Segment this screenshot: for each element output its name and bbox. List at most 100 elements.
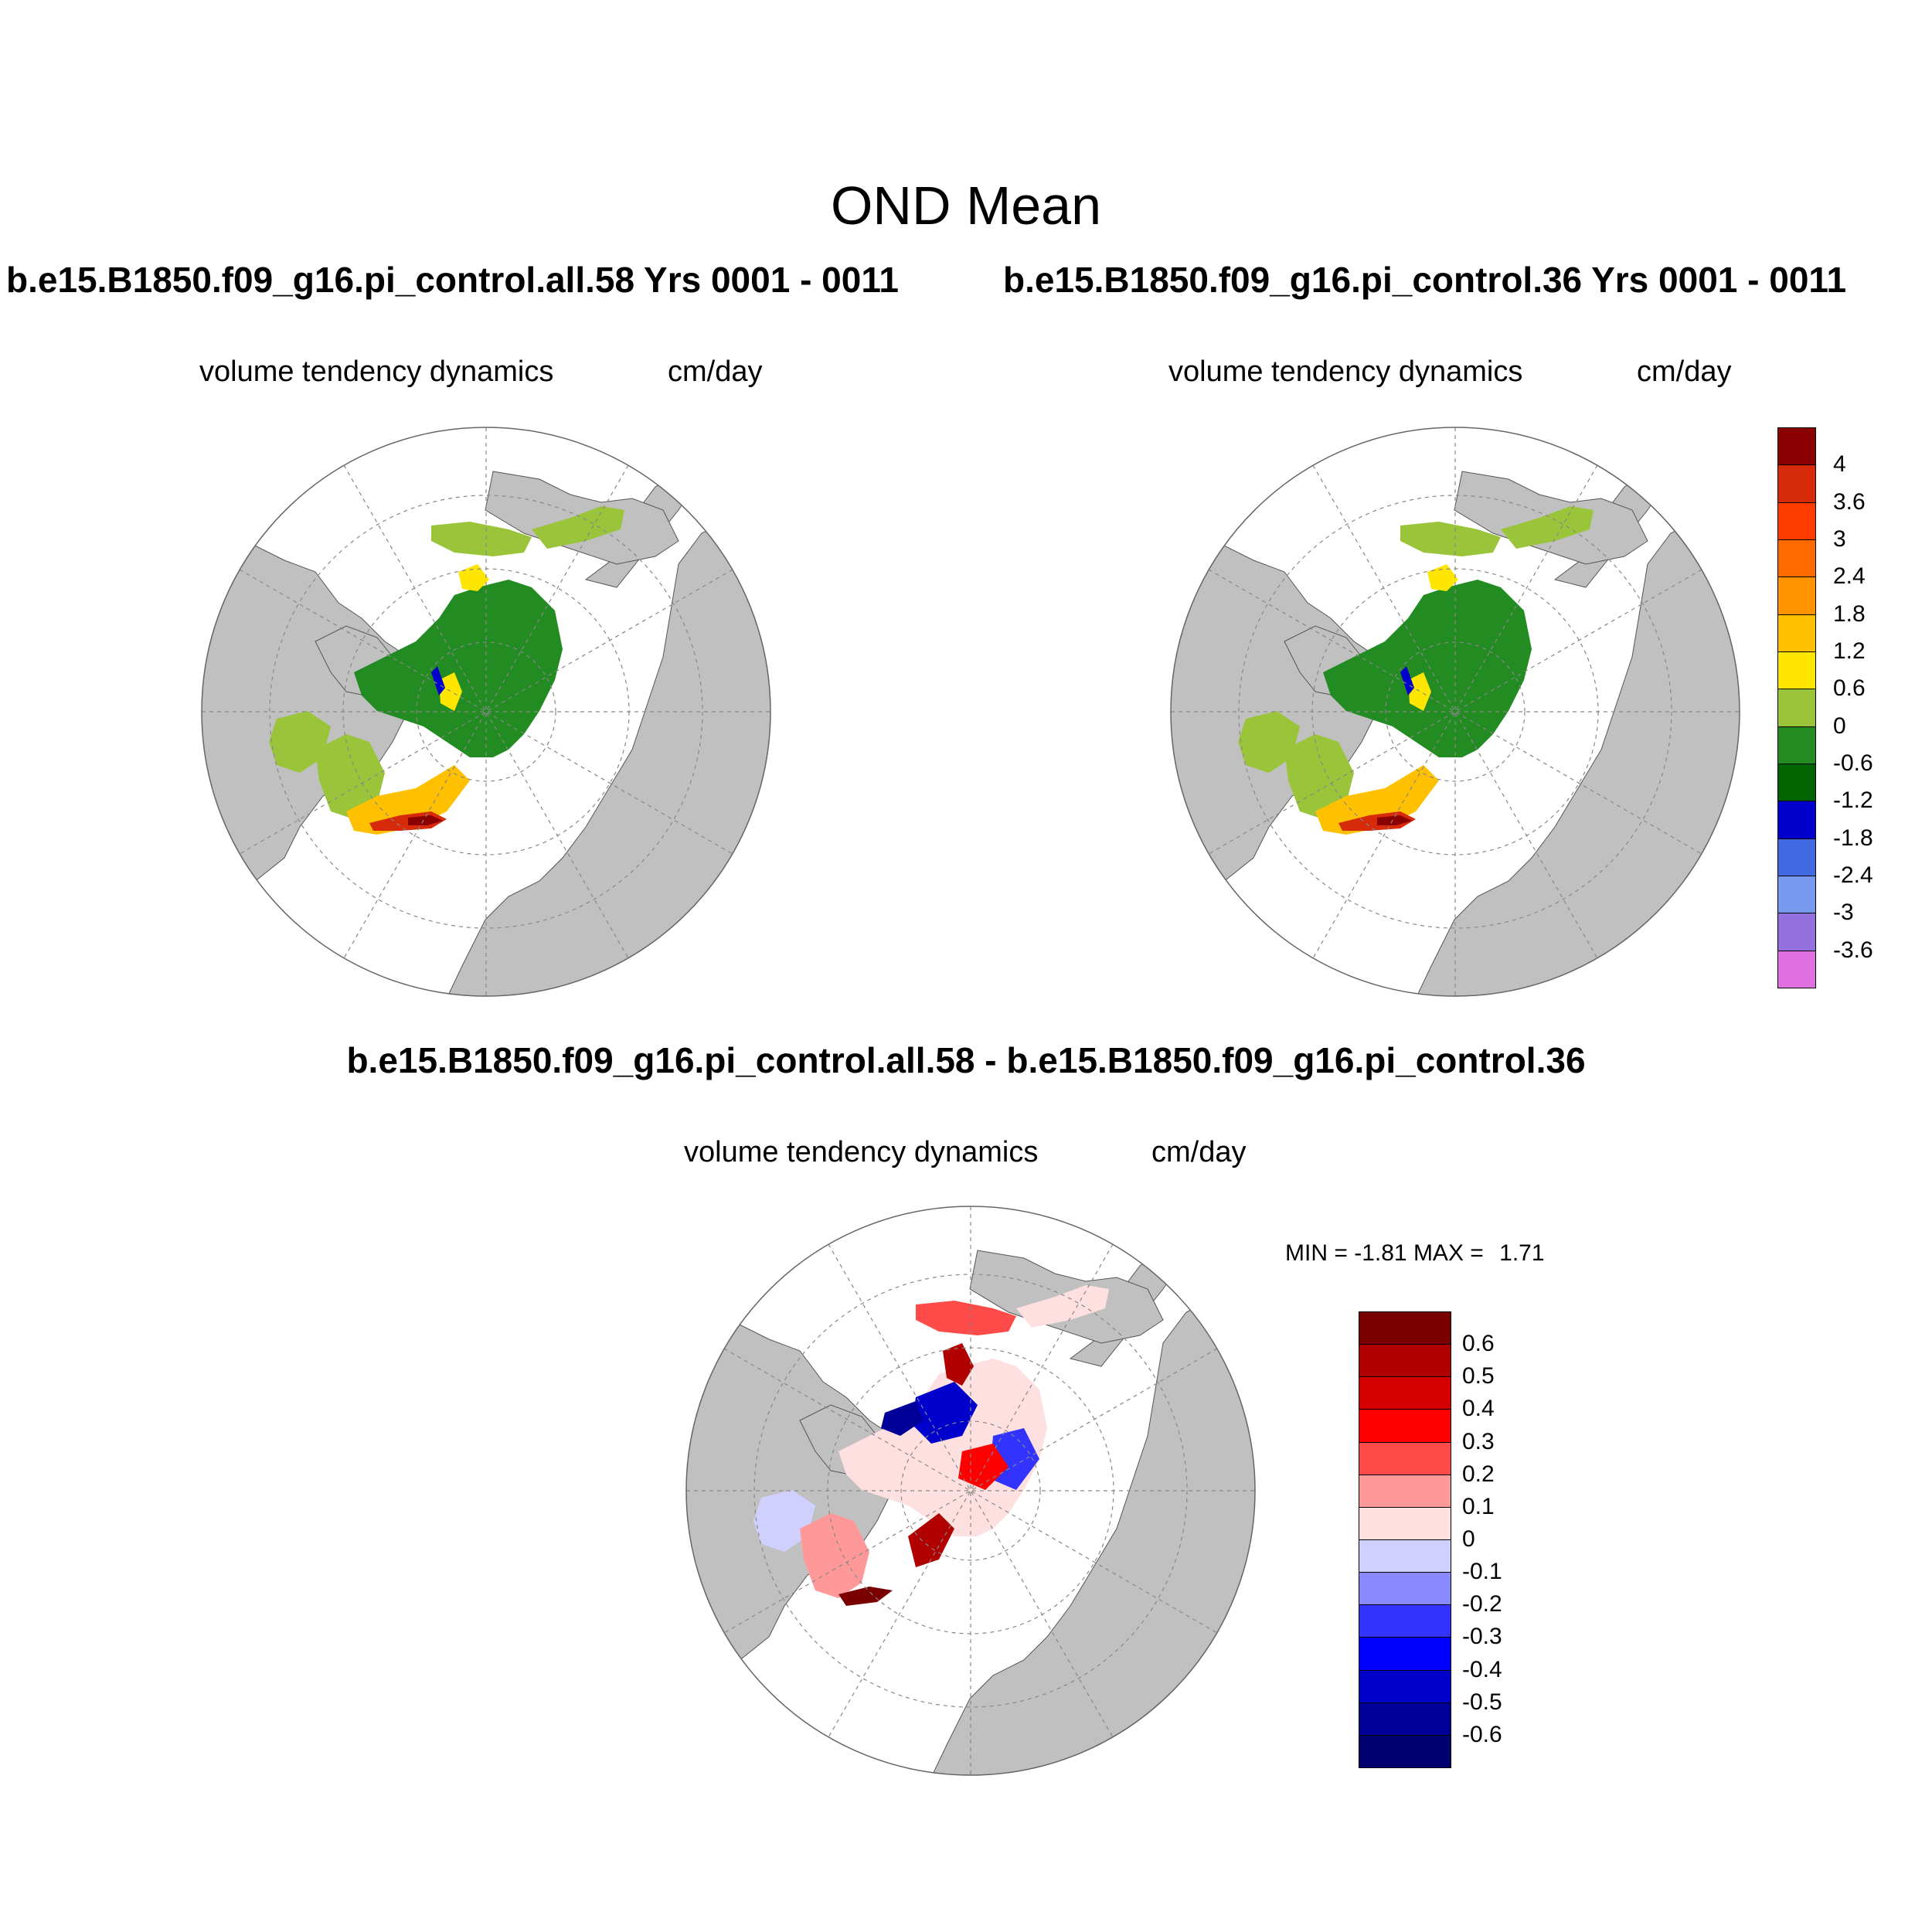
diff-bering (916, 1301, 1016, 1335)
colorbar-label: 0.5 (1462, 1363, 1495, 1389)
colorbar-swatch (1777, 764, 1816, 802)
colorbar-swatch (1777, 651, 1816, 690)
diff-negative-pacific (881, 1401, 923, 1436)
colorbar-label: 0 (1833, 713, 1846, 739)
diff-labrador (753, 1490, 815, 1552)
diff-region-base (838, 1359, 1047, 1536)
colorbar-label: 0 (1462, 1526, 1475, 1552)
colorbar-swatch (1359, 1702, 1451, 1736)
panel-1-polar-map (201, 427, 771, 997)
colorbar-swatch (1777, 577, 1816, 615)
minmax-readout: MIN = -1.81 MAX = 1.71 (1285, 1240, 1545, 1267)
panel-3-case-title: b.e15.B1850.f09_g16.pi_control.all.58 - … (346, 1040, 1586, 1080)
sea-ice-labrador (269, 711, 331, 773)
colorbar-label: 0.6 (1833, 675, 1866, 702)
colorbar-label: -0.4 (1462, 1656, 1502, 1682)
graticule (1171, 427, 1740, 996)
colorbar-label: -3 (1833, 900, 1854, 926)
colorbar-swatch (1359, 1734, 1451, 1768)
colorbar-swatch (1359, 1669, 1451, 1703)
page-title: OND Mean (830, 175, 1102, 236)
colorbar-diff: 0.6 0.5 0.4 0.3 0.2 0.1 0 -0.1 -0.2 -0.3 -0.4 -0.5 -… (1359, 1311, 1502, 1768)
sea-ice-bering (431, 522, 532, 556)
colorbar-label: 3 (1833, 526, 1846, 552)
sea-ice-baffin (1284, 734, 1354, 819)
sea-ice-fram-strait (1408, 672, 1431, 711)
sea-ice-chukchi-yellow (1427, 564, 1458, 591)
max-label: MAX = (1413, 1240, 1484, 1266)
max-value: 1.71 (1499, 1240, 1545, 1266)
sea-ice-edge-max (1377, 815, 1412, 825)
sea-ice-baffin (315, 734, 385, 819)
sea-ice-siberian-shelf (532, 506, 624, 549)
colorbar-label: -0.2 (1462, 1591, 1502, 1617)
diff-positive-chukchi (943, 1343, 974, 1386)
diff-positive-barents (908, 1513, 954, 1567)
colorbar-label: 2.4 (1833, 563, 1866, 590)
colorbar-label: -0.1 (1462, 1559, 1502, 1585)
sea-ice-chukchi-yellow (458, 564, 489, 591)
panel-1-units: cm/day (668, 355, 763, 388)
diff-siberian-shelf (1016, 1285, 1109, 1328)
panel-2-variable: volume tendency dynamics (1168, 355, 1523, 388)
sea-ice-labrador (1238, 711, 1300, 773)
colorbar-label: 1.2 (1833, 638, 1866, 664)
colorbar-label: -0.5 (1462, 1689, 1502, 1715)
sea-ice-edge-max (408, 815, 443, 825)
colorbar-swatch (1777, 913, 1816, 951)
sea-ice-region (354, 580, 563, 757)
colorbar-label: 3.6 (1833, 488, 1866, 515)
colorbar-label: 4 (1833, 451, 1846, 478)
colorbar-swatch (1359, 1572, 1451, 1606)
panel-1-case-title: b.e15.B1850.f09_g16.pi_control.all.58 Yr… (6, 260, 899, 300)
min-value: -1.81 (1354, 1240, 1407, 1266)
colorbar-swatch (1359, 1441, 1451, 1475)
panel-2-polar-map (1170, 427, 1740, 997)
colorbar-label: -0.6 (1833, 750, 1873, 776)
graticule (202, 427, 770, 996)
colorbar-main: 4 3.6 3 2.4 1.8 1.2 0.6 0 -0.6 -1.2 -1.8 -2.4 -3 -3.6 (1777, 427, 1873, 988)
sea-ice-barents-positive (1315, 765, 1439, 835)
diff-baffin (800, 1513, 869, 1598)
colorbar-swatch (1777, 502, 1816, 540)
diff-positive-greenland-sea (838, 1587, 893, 1606)
map-border (201, 427, 771, 997)
panel-3-variable: volume tendency dynamics (684, 1136, 1039, 1168)
diff-negative-core (912, 1382, 978, 1444)
colorbar-swatch (1359, 1604, 1451, 1638)
colorbar-label: -1.2 (1833, 787, 1873, 814)
colorbar-label: -2.4 (1833, 862, 1873, 888)
colorbar-label: -3.6 (1833, 937, 1873, 963)
colorbar-label: 0.1 (1462, 1493, 1495, 1519)
sea-ice-region (1323, 580, 1532, 757)
colorbar-swatch (1777, 876, 1816, 914)
sea-ice-negative-strip (431, 666, 445, 696)
panel-2-case-title: b.e15.B1850.f09_g16.pi_control.36 Yrs 00… (1003, 260, 1847, 300)
sea-ice-negative-strip (1400, 666, 1414, 696)
colorbar-swatch (1777, 614, 1816, 652)
colorbar-swatch (1359, 1409, 1451, 1443)
colorbar-label: 0.2 (1462, 1461, 1495, 1487)
sea-ice-fram-strait (439, 672, 462, 711)
colorbar-label: 0.4 (1462, 1396, 1495, 1422)
colorbar-swatch (1359, 1506, 1451, 1540)
min-label: MIN = (1285, 1240, 1348, 1266)
colorbar-label: -0.6 (1462, 1721, 1502, 1747)
panel-3-units: cm/day (1151, 1136, 1247, 1168)
colorbar-label: -0.3 (1462, 1624, 1502, 1650)
panel-1-variable: volume tendency dynamics (199, 355, 554, 388)
colorbar-swatch (1777, 838, 1816, 876)
colorbar-label: 1.8 (1833, 600, 1866, 627)
colorbar-swatch (1777, 464, 1816, 503)
panel-2-units: cm/day (1637, 355, 1732, 388)
sea-ice-bering (1400, 522, 1501, 556)
map-border (1170, 427, 1740, 997)
map-border (685, 1206, 1256, 1776)
colorbar-label: 0.6 (1462, 1331, 1495, 1357)
diff-negative-east (989, 1428, 1039, 1490)
panel-3-polar-map (685, 1206, 1256, 1776)
sea-ice-siberian-shelf (1501, 506, 1594, 549)
sea-ice-barents-positive (346, 765, 470, 835)
colorbar-label: 0.3 (1462, 1428, 1495, 1454)
colorbar-swatch (1777, 950, 1816, 988)
